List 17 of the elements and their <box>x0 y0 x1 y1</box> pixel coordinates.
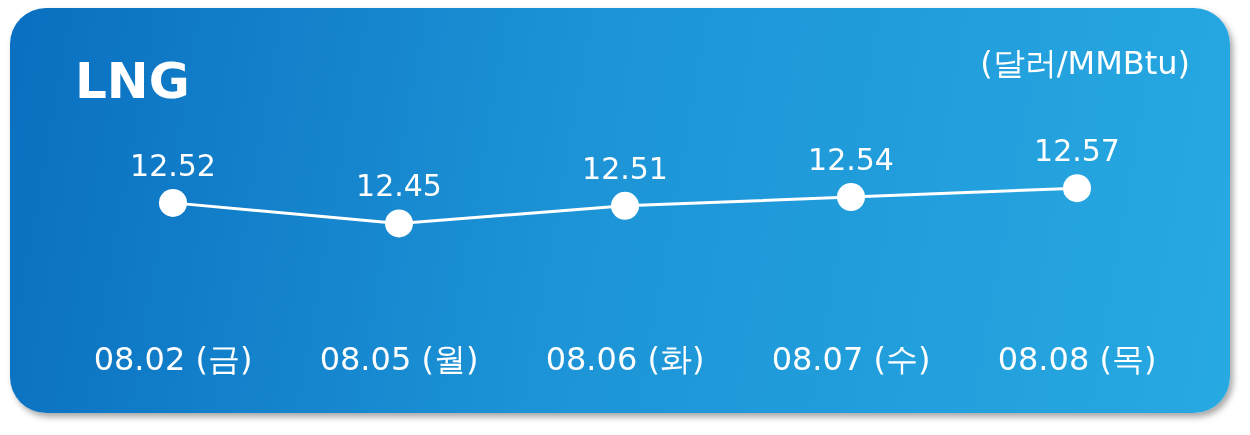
data-label: 12.51 <box>582 150 668 186</box>
x-tick-label: 08.05 (월) <box>319 340 479 379</box>
data-label: 12.54 <box>808 141 894 177</box>
data-label: 12.52 <box>130 147 216 183</box>
data-label: 12.57 <box>1034 132 1120 168</box>
x-tick-label: 08.08 (목) <box>997 340 1157 379</box>
x-tick-label: 08.02 (금) <box>93 340 253 379</box>
y-axis-title: (달러/MMBtu) <box>980 43 1190 84</box>
x-tick-label: 08.06 (화) <box>545 340 705 379</box>
point <box>1063 174 1091 203</box>
point <box>159 188 187 217</box>
point <box>385 209 413 238</box>
point <box>837 183 865 211</box>
data-label: 12.45 <box>356 168 442 204</box>
chart-title: LNG <box>75 52 190 110</box>
x-tick-label: 08.07 (수) <box>771 340 931 379</box>
point <box>611 191 639 220</box>
